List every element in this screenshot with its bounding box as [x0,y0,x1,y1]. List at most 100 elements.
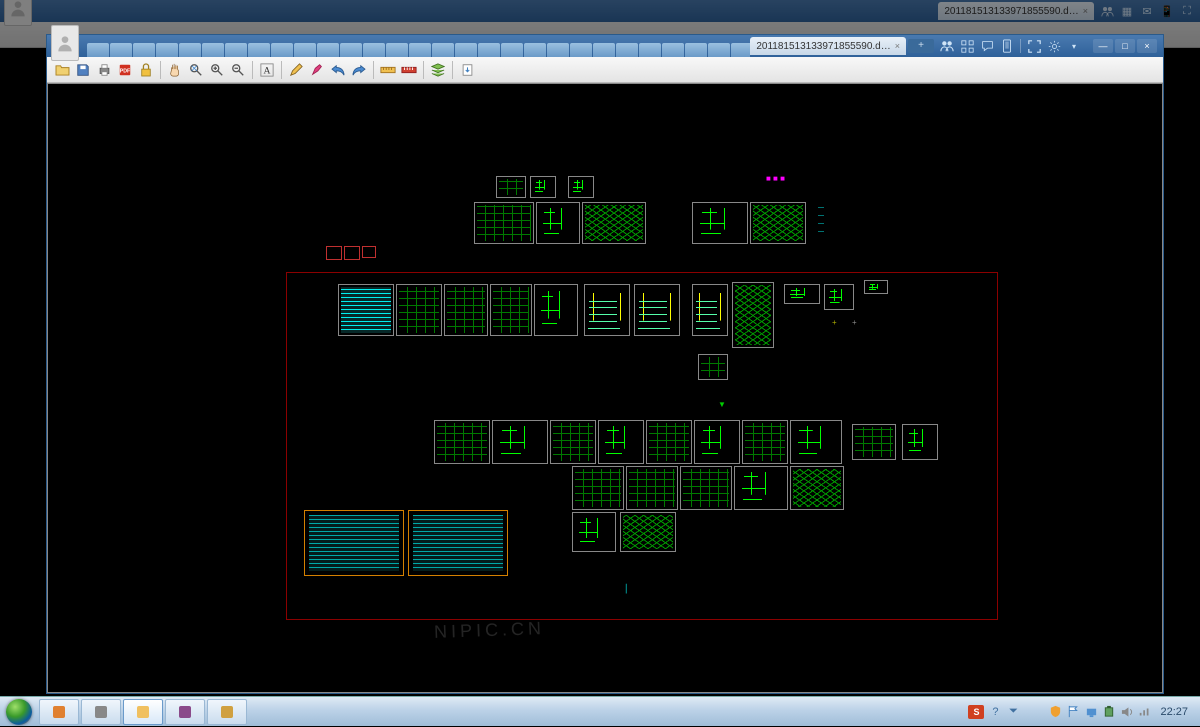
background-tab[interactable] [202,43,224,57]
phone-icon: 📱 [1160,4,1174,18]
drawing-sheet [790,420,842,464]
fullscreen-icon[interactable] [1027,39,1041,53]
taskbar-clock[interactable]: 22:27 [1156,706,1192,718]
people-icon[interactable] [940,39,954,53]
minimize-button[interactable]: — [1093,39,1113,53]
background-tab[interactable] [731,43,750,57]
shield-icon[interactable] [1048,705,1062,719]
save-button[interactable] [74,61,92,79]
background-tab[interactable] [455,43,477,57]
taskbar-item-archive[interactable] [165,699,205,725]
house-symbol [344,246,360,260]
app-grid-icon[interactable] [960,39,974,53]
drawing-sheet [582,202,646,244]
drawing-sheet [784,284,820,304]
background-tab[interactable] [570,43,592,57]
taskbar-item-mail[interactable] [207,699,247,725]
drawing-sheet [534,284,578,336]
background-tab[interactable] [225,43,247,57]
layers-button[interactable] [429,61,447,79]
background-tab[interactable] [363,43,385,57]
flag-icon[interactable] [1066,705,1080,719]
scale-text: ———— [818,204,824,236]
power-icon[interactable] [1102,705,1116,719]
background-tab[interactable] [708,43,730,57]
drawing-sheet [692,284,728,336]
new-tab-button[interactable]: + [908,39,934,53]
network-icon[interactable] [1084,705,1098,719]
background-tab[interactable] [87,43,109,57]
active-tab-label: 201181513133971855590.d… [756,41,890,52]
background-tab[interactable] [639,43,661,57]
help-icon[interactable]: ? [988,705,1002,719]
ime-badge[interactable]: S [968,705,984,719]
ruler-dashed-button[interactable] [400,61,418,79]
open-button[interactable] [53,61,71,79]
taskbar-item-app-user[interactable] [81,699,121,725]
close-button[interactable]: × [1137,39,1157,53]
phone-icon[interactable] [1000,39,1014,53]
close-tab-icon[interactable]: × [895,41,900,51]
gear-icon[interactable] [1047,39,1061,53]
background-tab[interactable] [685,43,707,57]
undo-button[interactable] [329,61,347,79]
background-tab[interactable] [524,43,546,57]
ruler-button[interactable] [379,61,397,79]
taskbar-item-browser[interactable] [39,699,79,725]
maximize-button[interactable]: □ [1115,39,1135,53]
drawing-sheet [338,284,394,336]
drawing-sheet [694,420,740,464]
taskbar-item-folder[interactable] [123,699,163,725]
background-tab[interactable] [616,43,638,57]
windows-taskbar: S ? ⏷ 22:27 [0,696,1200,726]
zoom-in-button[interactable] [208,61,226,79]
drawing-sheet [444,284,488,336]
drawing-mark: ■ ■ ■ [766,174,785,183]
drawing-sheet [864,280,888,294]
redo-button[interactable] [350,61,368,79]
active-document-tab[interactable]: 201181513133971855590.d… × [750,37,906,55]
background-tab[interactable] [547,43,569,57]
export-button[interactable] [458,61,476,79]
background-tab[interactable] [386,43,408,57]
volume-icon[interactable] [1120,705,1134,719]
start-button[interactable] [0,697,38,727]
print-button[interactable] [95,61,113,79]
zoom-extents-button[interactable] [187,61,205,79]
background-tab[interactable] [478,43,500,57]
background-tab[interactable] [317,43,339,57]
background-tab[interactable] [133,43,155,57]
pan-button[interactable] [166,61,184,79]
highlight-button[interactable] [308,61,326,79]
wifi-icon[interactable] [1138,705,1152,719]
text-button[interactable]: A [258,61,276,79]
background-tab[interactable] [294,43,316,57]
drawing-canvas[interactable]: ■ ■ ■++│▼———— [47,83,1163,693]
drawing-sheet [572,512,616,552]
background-tab[interactable] [340,43,362,57]
background-tab[interactable] [593,43,615,57]
pencil-button[interactable] [287,61,305,79]
background-tab[interactable] [271,43,293,57]
chat-icon[interactable] [980,39,994,53]
pdf-button[interactable]: PDF [116,61,134,79]
drawing-sheet [646,420,692,464]
drawing-sheet [698,354,728,380]
background-tab[interactable] [110,43,132,57]
drawing-sheet [626,466,678,510]
background-tab[interactable] [501,43,523,57]
background-tab[interactable] [662,43,684,57]
drawing-sheet [492,420,548,464]
dropdown-icon[interactable]: ▾ [1067,39,1081,53]
lock-button[interactable] [137,61,155,79]
background-tab[interactable] [248,43,270,57]
user-avatar[interactable] [51,25,79,61]
fullscreen-icon: ⛶ [1180,4,1194,18]
drawing-sheet [634,284,680,336]
background-tab[interactable] [156,43,178,57]
zoom-out-button[interactable] [229,61,247,79]
background-tab[interactable] [179,43,201,57]
drawing-sheet [536,202,580,244]
background-tab[interactable] [409,43,431,57]
background-tab[interactable] [432,43,454,57]
